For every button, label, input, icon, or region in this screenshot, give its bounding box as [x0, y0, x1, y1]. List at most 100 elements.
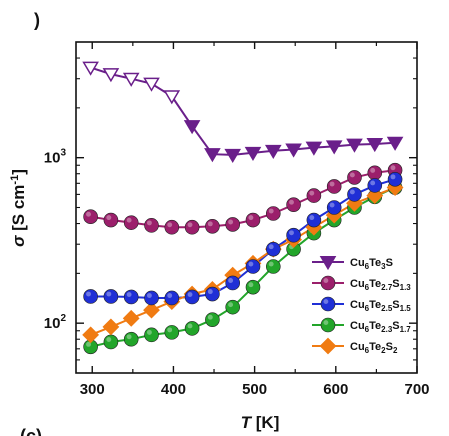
data-point-s2 [144, 218, 159, 233]
data-point-s3-highlight [228, 278, 234, 283]
legend-label-s3: Cu6Te2.5S1.5 [350, 299, 411, 313]
data-point-s4-highlight [167, 327, 173, 333]
legend-marker-s3 [320, 296, 336, 312]
data-point-s1 [82, 61, 99, 76]
data-point-s1 [143, 77, 160, 92]
legend-label-s4: Cu6Te2.3S1.7 [350, 320, 411, 334]
data-point-s3-highlight [370, 180, 376, 186]
series-s2 [90, 169, 396, 229]
plot-frame [75, 41, 418, 374]
data-point-s4 [103, 334, 119, 350]
data-point-s2 [83, 209, 98, 224]
legend-item-s4: Cu6Te2.3S1.7 [312, 317, 411, 334]
data-point-s2-highlight [167, 222, 173, 228]
data-point-s3-highlight [248, 261, 254, 267]
series-markers-s3 [83, 172, 403, 306]
legend-item-s5: Cu6Te2S2 [312, 337, 398, 355]
data-point-s4-highlight [207, 314, 213, 320]
legend-label-s1: Cu6Te3S [350, 257, 393, 271]
data-point-s2-highlight [329, 181, 335, 187]
data-point-s3-highlight [86, 291, 91, 297]
data-point-s4 [205, 312, 220, 327]
data-point-s3-highlight [309, 215, 315, 221]
data-point-s3-highlight [349, 189, 355, 195]
data-point-s1 [264, 144, 282, 159]
series-line-s4 [90, 186, 396, 348]
data-point-s1 [386, 136, 404, 151]
data-point-s2 [326, 179, 342, 194]
data-point-s2-highlight [248, 215, 254, 221]
data-point-s2 [245, 212, 261, 228]
data-point-s1 [224, 148, 242, 163]
data-point-s4 [245, 279, 261, 295]
legend-marker-s2 [320, 275, 336, 291]
data-point-s2 [103, 212, 119, 228]
data-point-s3 [245, 259, 261, 274]
data-point-s3 [184, 289, 200, 305]
x-axis-title: T [K] [241, 413, 280, 432]
series-line-s1 [90, 66, 396, 156]
data-point-s3-highlight [126, 292, 132, 297]
data-point-s2-highlight [187, 222, 193, 228]
data-point-s2 [205, 218, 220, 234]
data-point-s3 [144, 290, 159, 306]
data-point-s5 [366, 187, 384, 205]
data-point-s4-highlight [268, 261, 274, 267]
data-point-s3 [83, 289, 98, 304]
data-point-s1 [163, 90, 181, 105]
data-point-s3 [103, 289, 119, 304]
data-point-s3-highlight [146, 293, 152, 298]
legend-label-s5: Cu6Te2S2 [350, 341, 398, 355]
data-point-s3 [164, 290, 180, 306]
data-point-s5 [102, 318, 120, 336]
data-point-s3 [205, 286, 220, 302]
data-point-s4 [144, 327, 159, 343]
series-line-s2 [90, 169, 396, 229]
series-s4 [90, 186, 396, 348]
data-point-s4-highlight [126, 334, 132, 340]
x-tick-label: 700 [404, 381, 429, 398]
x-tick-label: 400 [161, 381, 186, 398]
data-point-s5 [143, 301, 160, 319]
data-point-s2-highlight [106, 215, 112, 221]
data-point-s3-highlight [329, 202, 335, 208]
data-point-s1 [122, 72, 140, 87]
data-point-s4 [184, 321, 200, 336]
data-point-s3 [326, 200, 342, 215]
legend: Cu6Te3S Cu6Te2.7S1.3 Cu6Te2.5S1.5 Cu6Te2.3S… [312, 256, 411, 355]
data-point-s2-highlight [370, 167, 376, 173]
data-point-s2-highlight [309, 190, 315, 196]
series-line-s5 [90, 186, 396, 336]
legend-item-s1: Cu6Te3S [312, 256, 393, 271]
legend-marker-s4-highlight [323, 320, 329, 325]
x-tick-label: 500 [242, 381, 267, 398]
data-point-s2 [164, 219, 180, 235]
data-point-s1 [305, 141, 323, 156]
data-point-s4-highlight [106, 337, 112, 342]
data-point-s2-highlight [207, 221, 213, 227]
series-s5 [90, 186, 396, 336]
data-point-s3-highlight [207, 289, 213, 295]
legend-label-s2: Cu6Te2.7S1.3 [350, 278, 411, 292]
data-point-s5 [82, 326, 100, 344]
series-markers-s2 [83, 162, 403, 235]
data-point-s1 [285, 143, 302, 158]
legend-marker-s1 [319, 256, 337, 271]
data-point-s3 [306, 212, 322, 228]
data-point-s4 [265, 259, 281, 274]
legend-item-s2: Cu6Te2.7S1.3 [312, 275, 411, 292]
data-point-s3 [286, 227, 301, 243]
data-point-s3-highlight [187, 292, 193, 297]
data-point-s4-highlight [248, 282, 254, 288]
data-point-s2-highlight [289, 199, 294, 205]
data-point-s1 [325, 140, 343, 155]
data-point-s4 [164, 325, 180, 340]
data-point-s2-highlight [146, 220, 152, 226]
data-point-s2 [265, 206, 281, 221]
data-point-s2-highlight [126, 217, 132, 223]
data-point-s4-highlight [228, 302, 234, 308]
data-point-s2 [184, 219, 200, 235]
data-point-s2-highlight [228, 219, 234, 225]
data-point-s3-highlight [268, 244, 274, 250]
